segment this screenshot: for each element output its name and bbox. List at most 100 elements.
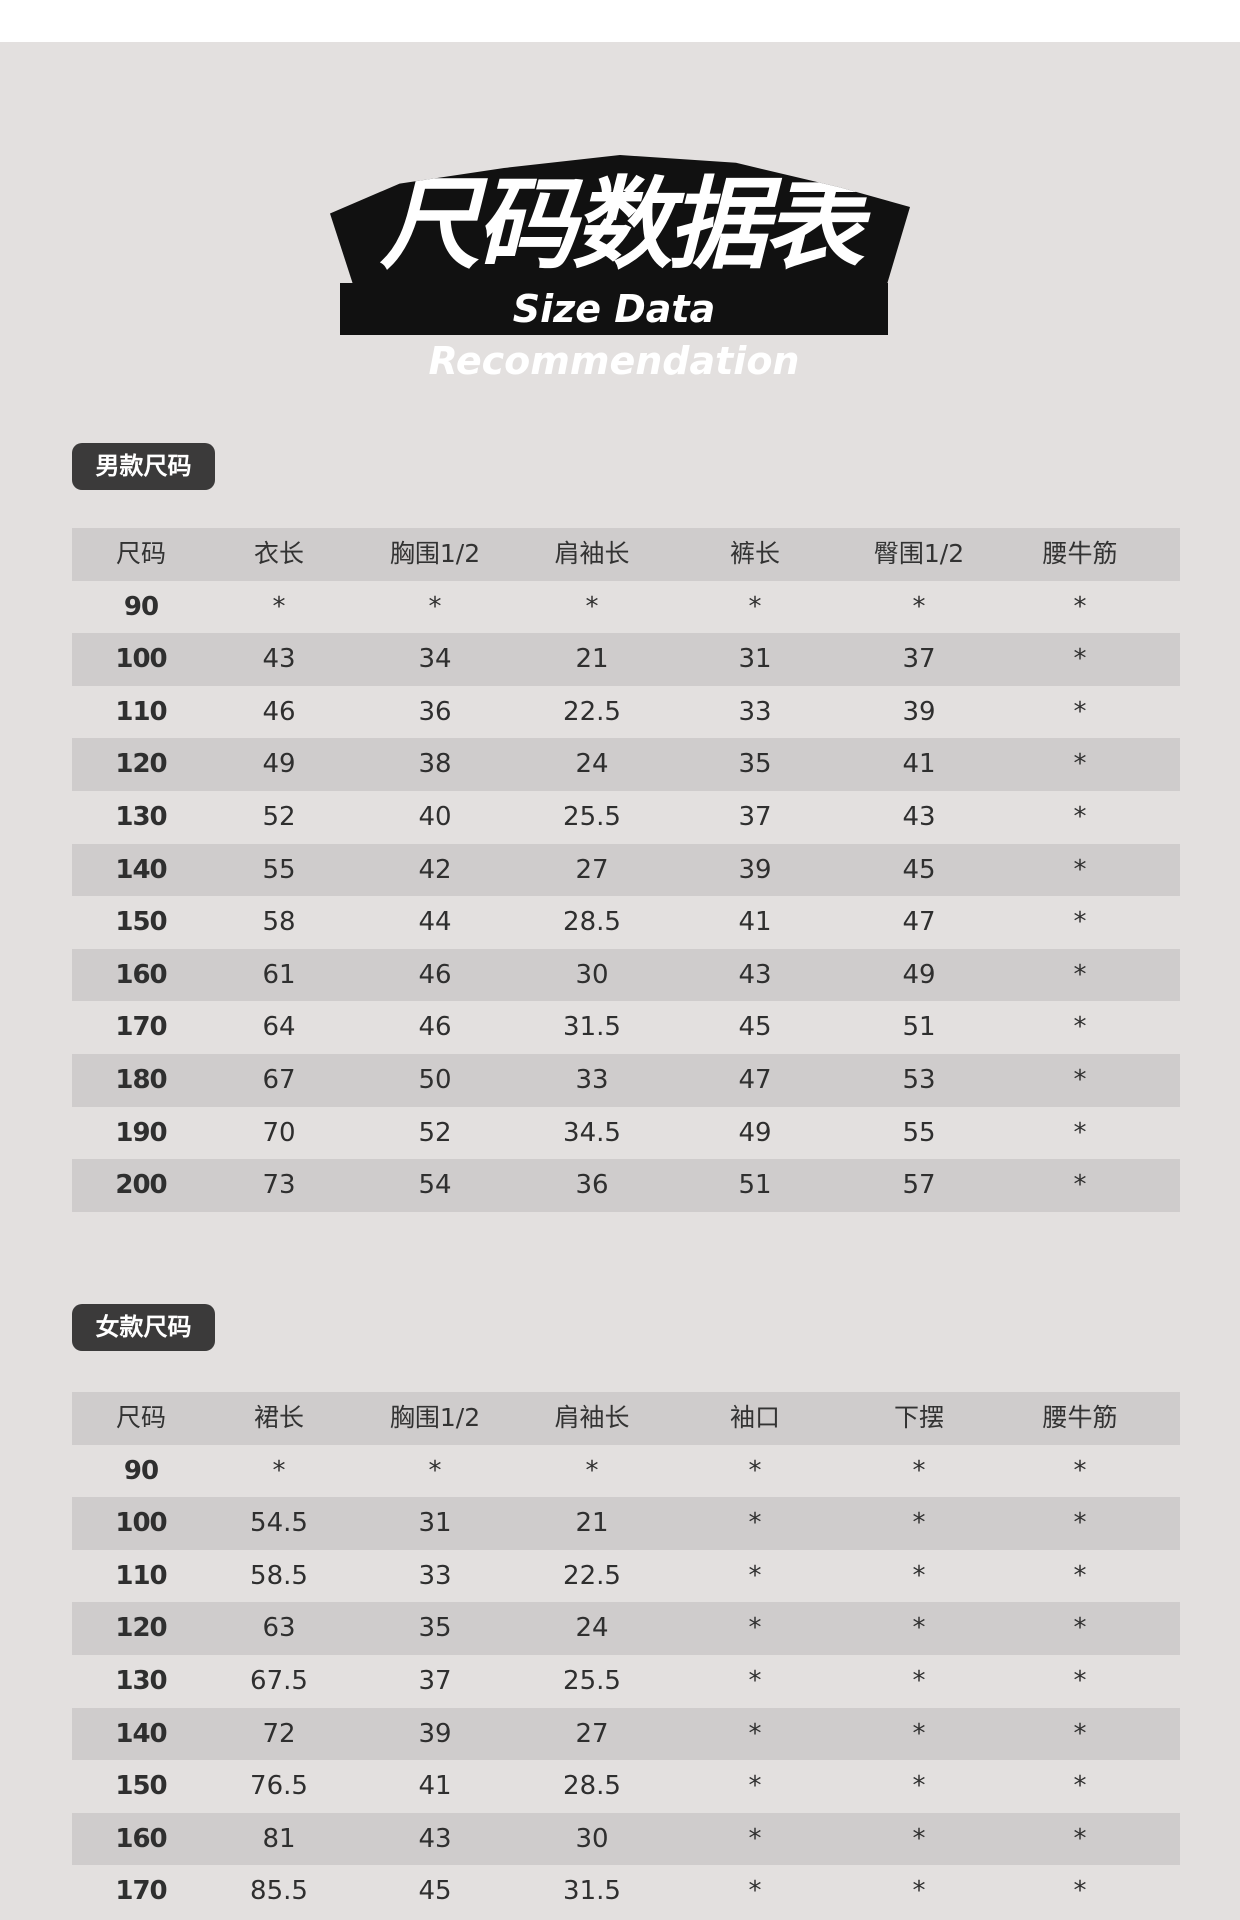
- table-cell: 85.5: [250, 1876, 308, 1907]
- column-header: 胸围1/2: [389, 1403, 481, 1432]
- column-header: 衣长: [253, 539, 304, 568]
- table-cell: 130: [115, 1665, 167, 1696]
- table-cell: 140: [115, 854, 167, 885]
- table-cell: 31: [738, 644, 772, 675]
- table-cell: 63: [262, 1613, 296, 1644]
- table-cell: *: [912, 1560, 926, 1591]
- table-cell: 42: [418, 854, 452, 885]
- women-size-badge: 女款尺码: [72, 1304, 215, 1351]
- table-cell: *: [912, 1823, 926, 1854]
- table-cell: 28.5: [563, 1771, 621, 1802]
- table-cell: 21: [575, 1508, 609, 1539]
- table-cell: 39: [902, 696, 936, 727]
- table-cell: *: [1073, 1117, 1087, 1148]
- table-cell: *: [748, 1771, 762, 1802]
- table-row: 170 85.5 45 31.5 * * *: [72, 1865, 1180, 1918]
- table-row: 190 70 52 34.5 49 55 *: [72, 1107, 1180, 1160]
- table-cell: 58: [262, 907, 296, 938]
- table-cell: 37: [902, 644, 936, 675]
- table-cell: 110: [115, 696, 167, 727]
- table-cell: *: [1073, 1455, 1087, 1486]
- table-cell: 27: [575, 1718, 609, 1749]
- table-cell: *: [748, 1508, 762, 1539]
- table-cell: 45: [902, 854, 936, 885]
- table-cell: *: [272, 1455, 286, 1486]
- table-row: 160 81 43 30 * * *: [72, 1812, 1180, 1866]
- table-cell: *: [1073, 1823, 1087, 1854]
- table-row: 120 63 35 24 * * *: [72, 1602, 1180, 1655]
- table-cell: *: [1073, 1613, 1087, 1644]
- table-cell: *: [1073, 696, 1087, 727]
- table-cell: *: [912, 1455, 926, 1486]
- table-cell: 49: [262, 749, 296, 780]
- men-size-badge: 男款尺码: [72, 443, 215, 490]
- table-cell: 54: [418, 1170, 452, 1201]
- table-cell: 120: [115, 1613, 167, 1644]
- table-row: 100 43 34 21 31 37 *: [72, 633, 1180, 686]
- table-cell: 120: [115, 749, 167, 780]
- table-cell: 130: [115, 801, 167, 832]
- table-cell: 33: [418, 1560, 452, 1591]
- table-cell: *: [748, 1665, 762, 1696]
- table-row: 110 46 36 22.5 33 39 *: [72, 686, 1180, 739]
- table-cell: 43: [902, 801, 936, 832]
- header-row: 尺码 裙长 胸围1/2 肩袖长 袖口 下摆 腰牛筋: [72, 1392, 1180, 1445]
- table-cell: *: [748, 591, 762, 622]
- table-cell: 170: [115, 1012, 167, 1043]
- column-header: 裤长: [729, 539, 780, 568]
- table-cell: 73: [262, 1170, 296, 1201]
- table-cell: *: [1073, 1665, 1087, 1696]
- table-row: 100 54.5 31 21 * * *: [72, 1497, 1180, 1550]
- table-cell: 35: [738, 749, 772, 780]
- column-header: 袖口: [729, 1403, 780, 1432]
- table-cell: *: [428, 591, 442, 622]
- table-cell: *: [585, 591, 599, 622]
- table-cell: *: [912, 1718, 926, 1749]
- column-header: 臀围1/2: [873, 539, 965, 568]
- table-cell: 51: [902, 1012, 936, 1043]
- table-cell: 57: [902, 1170, 936, 1201]
- table-cell: 58.5: [250, 1560, 308, 1591]
- women-size-table: 尺码 裙长 胸围1/2 肩袖长 袖口 下摆 腰牛筋 90 * * * * * * 100 54.5 31 21 * *…: [72, 1392, 1180, 1918]
- table-cell: 44: [418, 907, 452, 938]
- top-band: [0, 0, 1240, 42]
- table-cell: 36: [418, 696, 452, 727]
- table-cell: *: [1073, 749, 1087, 780]
- table-row: 150 58 44 28.5 41 47 *: [72, 896, 1180, 949]
- table-cell: 51: [738, 1170, 772, 1201]
- table-cell: 30: [575, 1823, 609, 1854]
- table-cell: *: [912, 591, 926, 622]
- table-cell: 52: [418, 1117, 452, 1148]
- table-cell: 180: [115, 1064, 167, 1095]
- table-cell: 25.5: [563, 801, 621, 832]
- table-cell: 53: [902, 1064, 936, 1095]
- table-cell: 31.5: [563, 1012, 621, 1043]
- table-cell: 47: [738, 1064, 772, 1095]
- table-cell: 36: [575, 1170, 609, 1201]
- table-row: 130 67.5 37 25.5 * * *: [72, 1655, 1180, 1708]
- table-cell: *: [912, 1771, 926, 1802]
- table-row: 160 61 46 30 43 49 *: [72, 948, 1180, 1002]
- table-cell: *: [748, 1823, 762, 1854]
- table-row: 150 76.5 41 28.5 * * *: [72, 1760, 1180, 1813]
- table-row: 140 72 39 27 * * *: [72, 1707, 1180, 1761]
- table-cell: 170: [115, 1876, 167, 1907]
- table-row: 140 55 42 27 39 45 *: [72, 843, 1180, 897]
- table-cell: *: [748, 1455, 762, 1486]
- table-cell: 67.5: [250, 1665, 308, 1696]
- title-en: Size Data Recommendation: [340, 283, 888, 383]
- table-row: 90 * * * * * *: [72, 581, 1180, 634]
- table-cell: *: [1073, 1012, 1087, 1043]
- table-cell: *: [1073, 801, 1087, 832]
- table-cell: *: [1073, 1876, 1087, 1907]
- table-cell: 49: [738, 1117, 772, 1148]
- table-cell: 61: [262, 959, 296, 990]
- table-cell: 33: [575, 1064, 609, 1095]
- table-cell: 38: [418, 749, 452, 780]
- table-cell: 45: [738, 1012, 772, 1043]
- table-cell: 100: [115, 1508, 167, 1539]
- header-row: 尺码 衣长 胸围1/2 肩袖长 裤长 臀围1/2 腰牛筋: [72, 528, 1180, 581]
- table-cell: 41: [738, 907, 772, 938]
- table-cell: 100: [115, 644, 167, 675]
- table-cell: 22.5: [563, 696, 621, 727]
